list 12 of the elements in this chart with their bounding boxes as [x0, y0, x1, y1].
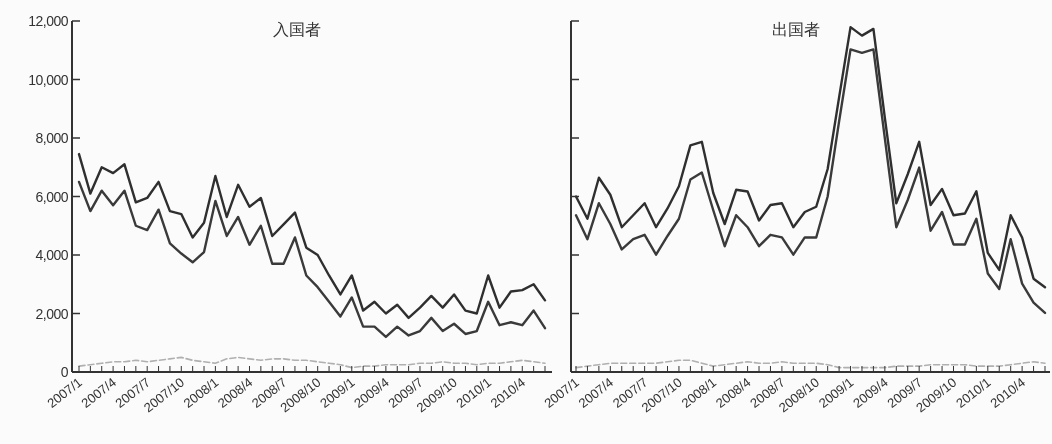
y-tick-label: 2,000	[35, 305, 69, 322]
line-series	[78, 356, 546, 369]
y-tick-label: 10,000	[28, 71, 69, 88]
line-series	[77, 152, 547, 320]
y-tick-label: 0	[60, 364, 69, 380]
y-tick-label: 6,000	[35, 188, 69, 205]
chart-title: 入国者	[273, 21, 321, 38]
y-tick-label: 8,000	[35, 130, 69, 146]
y-tick-label: 12,000	[28, 13, 69, 29]
line-series	[77, 180, 547, 339]
chart-title: 出国者	[771, 21, 820, 38]
y-tick-label: 4,000	[35, 247, 69, 263]
